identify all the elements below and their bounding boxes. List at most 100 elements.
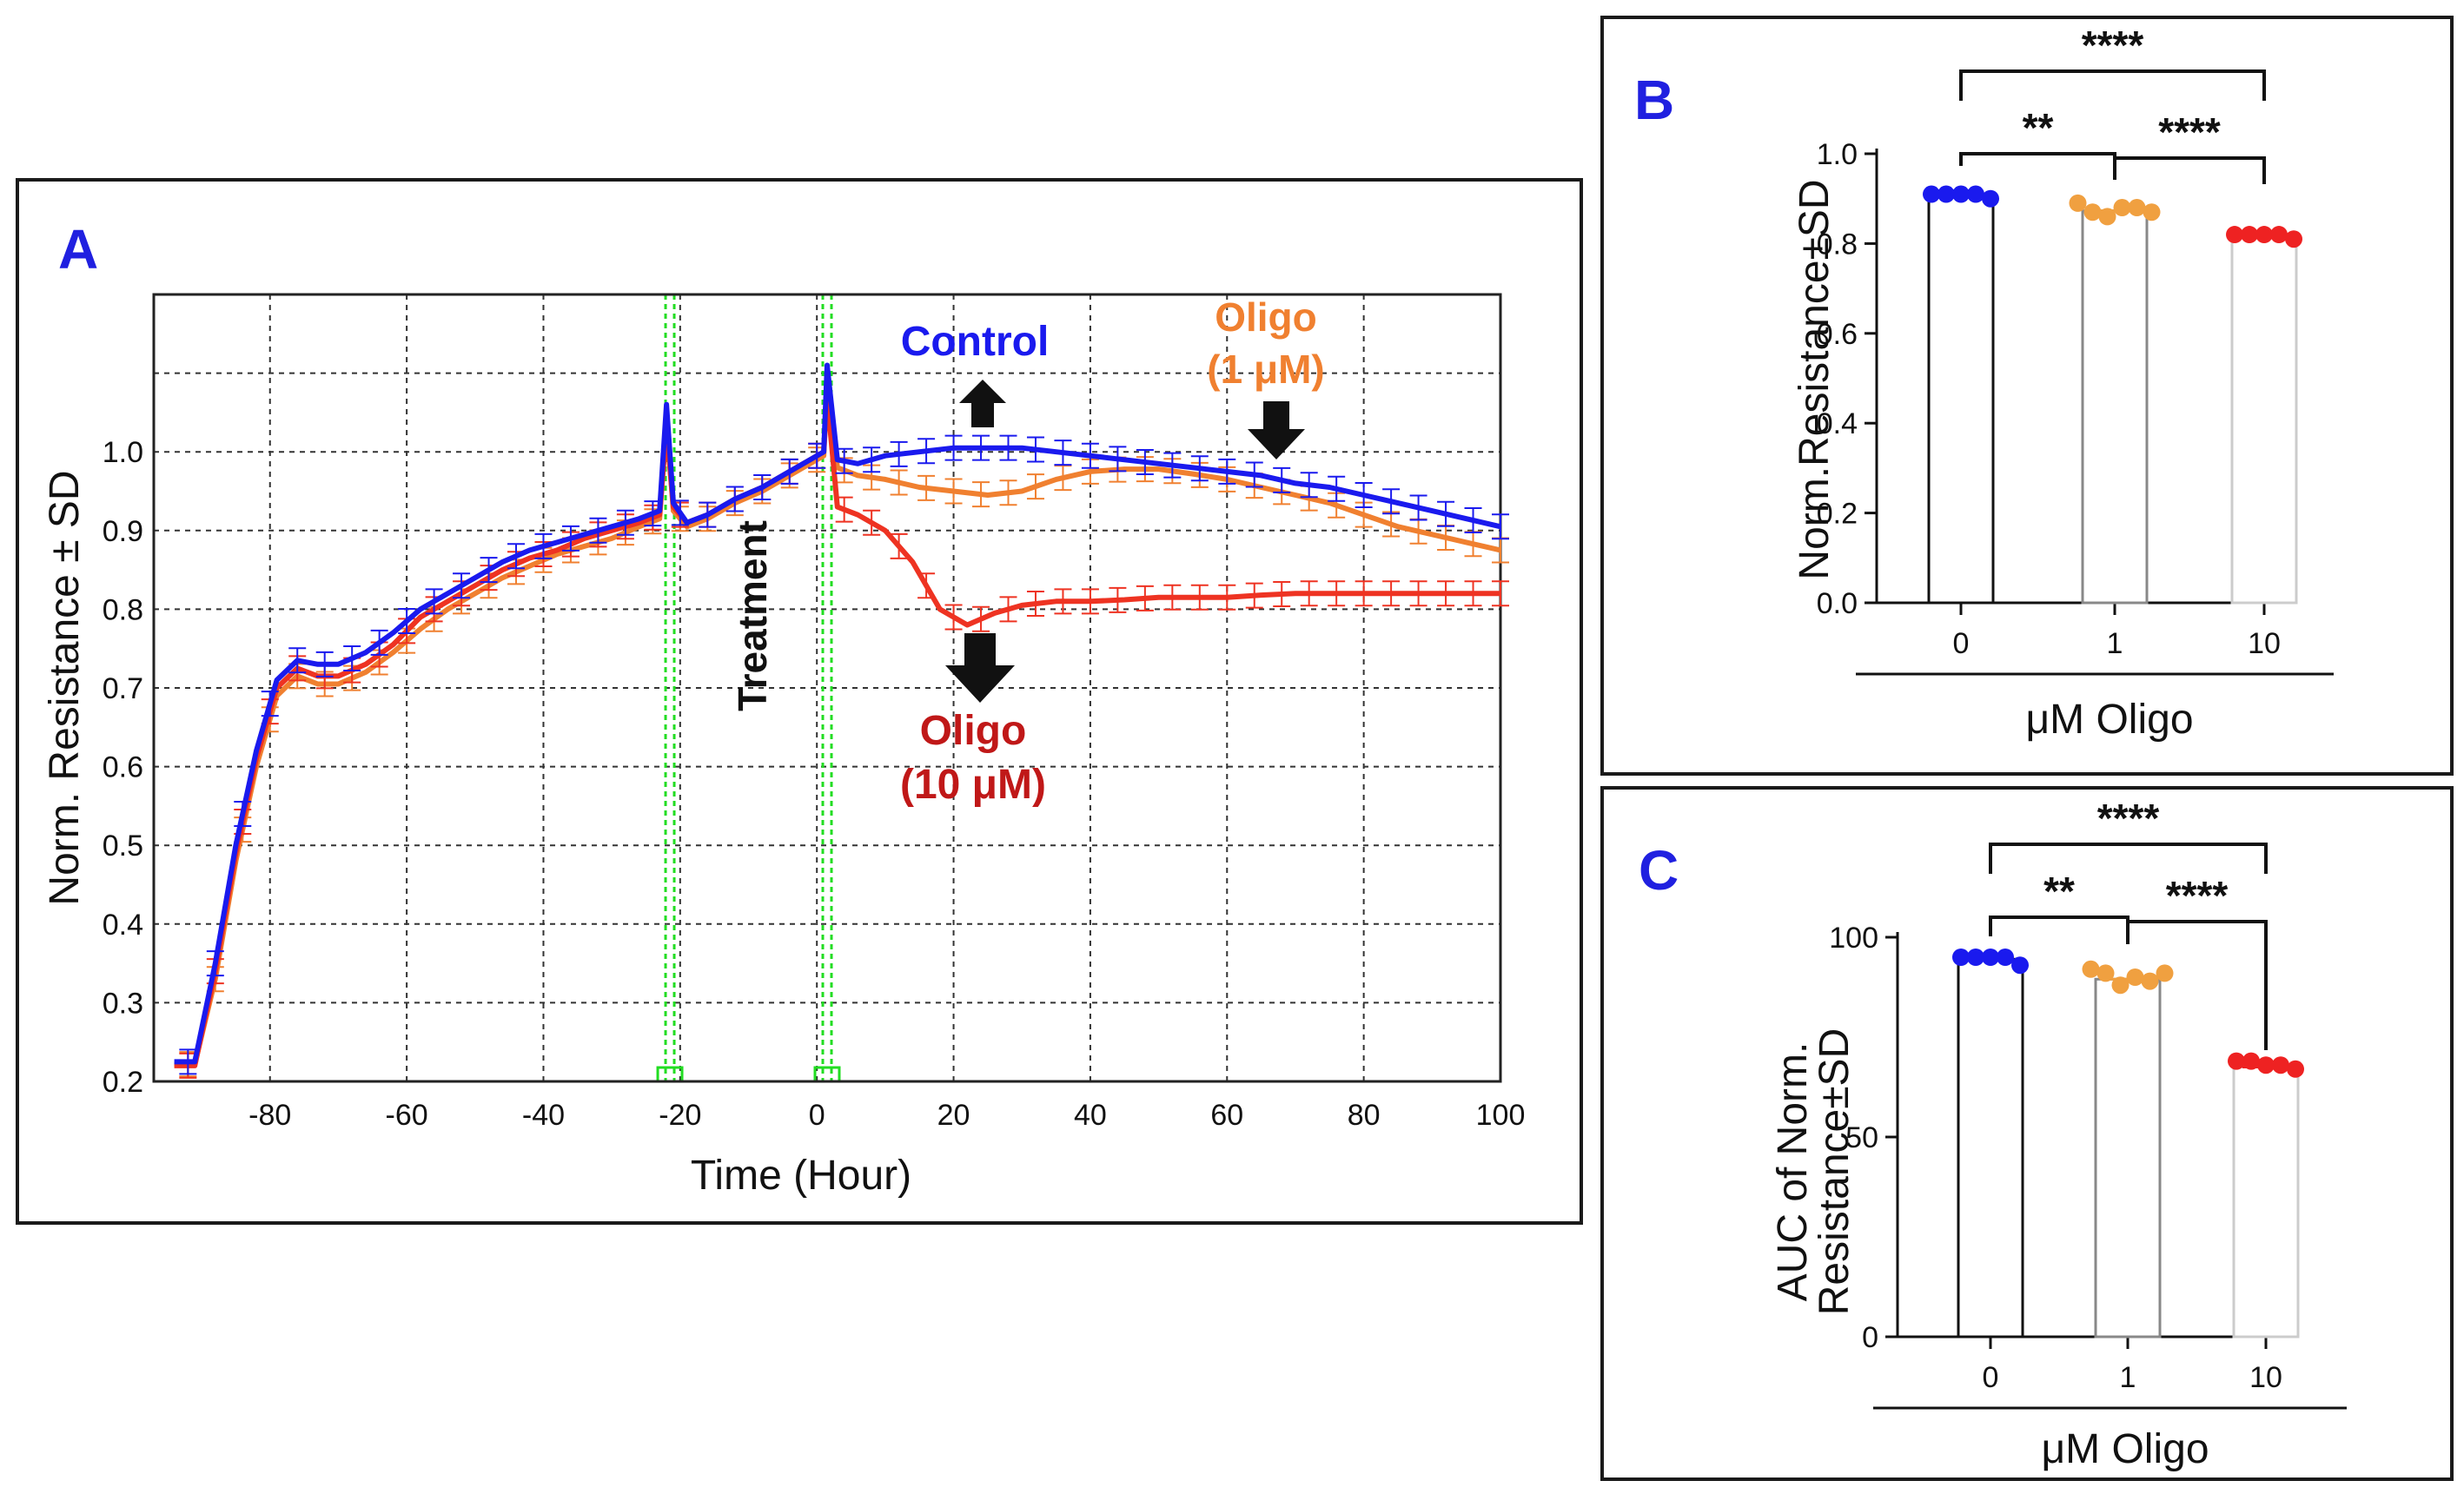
data-point xyxy=(1937,185,1955,203)
significance-label: **** xyxy=(2082,23,2144,68)
y-tick-label: 0.8 xyxy=(103,593,143,626)
bar-chart-b: B 0.00.20.40.60.81.00 1 10** ******** μM Ol… xyxy=(1634,23,2334,743)
data-point xyxy=(2113,199,2131,217)
y-tick-label: 0.8 xyxy=(1817,228,1858,261)
bar xyxy=(1957,957,2024,1339)
series-group xyxy=(174,362,1509,1079)
data-point xyxy=(2098,208,2116,226)
arrow-down-icon xyxy=(945,633,1015,703)
bar xyxy=(2081,209,2149,605)
data-point xyxy=(1923,185,1940,203)
data-point xyxy=(2270,226,2288,244)
y-tick-label: 1.0 xyxy=(103,436,143,469)
oligo1-label-line1: Oligo xyxy=(1215,294,1317,340)
event-marker-flag xyxy=(813,1066,841,1083)
significance-label: **** xyxy=(2158,109,2221,155)
data-point xyxy=(2143,203,2161,221)
data-point xyxy=(1982,189,1999,208)
plot-frame xyxy=(152,293,1502,1083)
x-tick-label: 60 xyxy=(1210,1099,1243,1132)
significance-bracket xyxy=(2126,920,2268,1050)
y-tick-label: 0.0 xyxy=(1817,587,1858,620)
oligo10-label-line2: (10 μM) xyxy=(900,762,1046,808)
data-point xyxy=(2287,1060,2304,1078)
data-point xyxy=(2241,226,2258,244)
x-tick-label: -60 xyxy=(386,1099,428,1132)
line-chart-a: A -80 -60 -40 -20 0 20 40 60 80 100 0.20.30.40.50… xyxy=(42,218,1525,1199)
data-point xyxy=(2228,1052,2245,1070)
y-tick-label: 100 xyxy=(1829,922,1878,955)
x-tick-label: 80 xyxy=(1348,1099,1381,1132)
series-line xyxy=(174,362,1501,1065)
data-point xyxy=(2156,964,2174,982)
bar xyxy=(1927,195,1995,605)
oligo1-label-line2: (1 μM) xyxy=(1207,347,1324,392)
significance-bracket xyxy=(1989,843,2268,874)
x-tick-label: -20 xyxy=(659,1099,701,1132)
y-tick-label: 0.4 xyxy=(103,909,143,942)
bar xyxy=(2230,235,2298,605)
y-tick-label: 0.3 xyxy=(103,987,143,1020)
x-tick-label: 40 xyxy=(1074,1099,1107,1132)
data-point xyxy=(2257,1056,2275,1074)
x-tick-label: 0 xyxy=(1953,627,1970,660)
data-point xyxy=(1952,185,1970,203)
x-tick-label: 10 xyxy=(2249,1361,2282,1394)
y-tick-label: 0.6 xyxy=(103,751,143,784)
x-tick-label: 20 xyxy=(937,1099,970,1132)
x-axis-label: Time (Hour) xyxy=(691,1153,911,1199)
data-point xyxy=(2285,230,2302,248)
data-point xyxy=(2242,1052,2260,1070)
significance-bracket xyxy=(2113,156,2266,184)
panel-letter-a: A xyxy=(58,218,98,281)
data-point xyxy=(2255,226,2273,244)
bar xyxy=(2232,1066,2300,1339)
y-tick-label: 0.9 xyxy=(103,515,143,548)
data-point xyxy=(2011,956,2029,975)
x-tick-label: 100 xyxy=(1476,1099,1526,1132)
panel-c: C 0 50 100 0 1 10 ** **** **** μM Oligo AUC of N… xyxy=(1600,786,2454,1481)
data-point xyxy=(2082,960,2100,978)
significance-label: ** xyxy=(2023,105,2054,150)
oligo10-label-line1: Oligo xyxy=(920,708,1027,754)
data-point xyxy=(2069,194,2087,212)
y-axis-label: Norm. Resistance ± SD xyxy=(42,470,88,905)
data-point xyxy=(2128,199,2146,217)
significance-label: **** xyxy=(2166,873,2229,918)
panel-a: A -80 -60 -40 -20 0 20 40 60 80 100 0.2 0.3 0.4 0.5 0… xyxy=(16,178,1583,1225)
y-tick-label: 0.7 xyxy=(103,672,143,705)
y-tick-label: 0.2 xyxy=(103,1066,143,1099)
significance-bracket xyxy=(1959,152,2116,180)
data-point xyxy=(1997,949,2014,966)
y-tick-label: 0 xyxy=(1862,1321,1878,1354)
x-tick-labels: -80 -60 -40 -20 0 20 40 60 80 100 xyxy=(248,1099,1525,1132)
significance-bracket xyxy=(1959,69,2266,101)
significance-label: ** xyxy=(2043,869,2075,914)
panel-letter-b: B xyxy=(1634,69,1674,131)
y-axis-label-line1: AUC of Norm. xyxy=(1770,1042,1816,1302)
x-tick-label: 10 xyxy=(2248,627,2281,660)
data-point xyxy=(2126,968,2144,986)
treatment-label: Treatment xyxy=(730,520,775,711)
y-tick-label: 1.0 xyxy=(1817,138,1858,171)
data-point xyxy=(1967,949,1984,966)
arrow-up-icon xyxy=(959,380,1006,427)
data-point xyxy=(2083,203,2102,221)
data-point xyxy=(1952,949,1970,966)
panel-letter-c: C xyxy=(1639,839,1679,902)
control-label: Control xyxy=(901,319,1050,365)
panel-b: B 0.0 0.2 0.4 0.6 0.8 1.0 0 1 10 ** **** **** μM Ol… xyxy=(1600,16,2454,776)
x-axis-label: μM Oligo xyxy=(2041,1426,2209,1472)
y-tick-label: 0.5 xyxy=(103,830,143,863)
significance-label: **** xyxy=(2097,796,2160,841)
y-tick-label: 0.4 xyxy=(1817,407,1858,440)
x-tick-label: 1 xyxy=(2107,627,2123,660)
x-tick-label: -80 xyxy=(248,1099,291,1132)
y-tick-label: 0.6 xyxy=(1817,318,1858,351)
data-point xyxy=(2111,976,2130,995)
y-tick-label: 0.2 xyxy=(1817,498,1858,531)
data-point xyxy=(2272,1056,2289,1074)
y-axis-label-line2: Resistance±SD xyxy=(1812,1028,1858,1315)
